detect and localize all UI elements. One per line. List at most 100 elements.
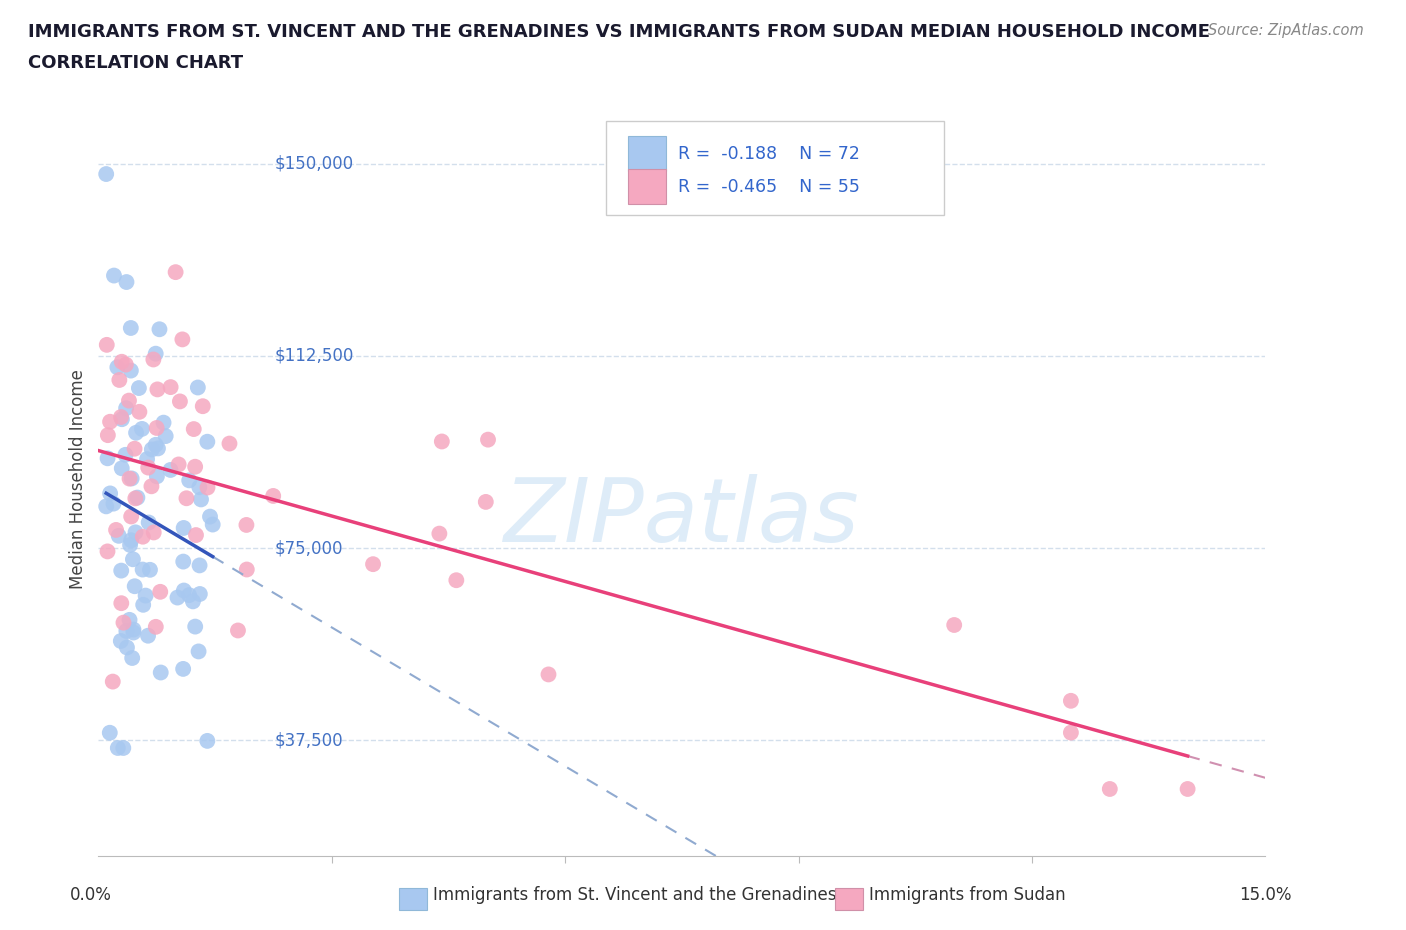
Point (112, 740, 135, 755)
Point (120, 509, 142, 524)
Text: Immigrants from St. Vincent and the Grenadines: Immigrants from St. Vincent and the Gren… (433, 885, 837, 904)
Point (187, 644, 209, 658)
Point (1177, 781, 1199, 796)
Point (105, 523, 128, 538)
Text: $150,000: $150,000 (274, 154, 354, 173)
Point (179, 473, 201, 488)
Text: 0.0%: 0.0% (70, 886, 111, 904)
Point (120, 533, 142, 548)
Point (145, 619, 167, 634)
Point (236, 562, 259, 577)
Point (139, 563, 162, 578)
Point (475, 495, 498, 510)
Point (96, 166, 118, 181)
Point (96, 451, 118, 466)
Point (114, 447, 136, 462)
Point (107, 740, 129, 755)
Point (132, 529, 155, 544)
Point (167, 457, 190, 472)
Text: Source: ZipAtlas.com: Source: ZipAtlas.com (1208, 23, 1364, 38)
Point (146, 382, 169, 397)
Point (110, 596, 132, 611)
Point (145, 420, 167, 435)
Point (184, 459, 207, 474)
Point (96, 338, 118, 352)
Point (127, 490, 149, 505)
Text: IMMIGRANTS FROM ST. VINCENT AND THE GRENADINES VS IMMIGRANTS FROM SUDAN MEDIAN H: IMMIGRANTS FROM ST. VINCENT AND THE GREN… (28, 23, 1211, 41)
Point (190, 492, 212, 507)
Point (176, 491, 198, 506)
Point (172, 661, 194, 676)
Point (136, 460, 159, 475)
Point (198, 509, 221, 524)
Point (124, 525, 146, 539)
Point (427, 526, 450, 541)
Point (105, 360, 128, 375)
Y-axis label: Median Household Income: Median Household Income (69, 369, 87, 589)
Point (149, 584, 172, 599)
Point (111, 412, 134, 427)
Point (115, 640, 138, 655)
Point (173, 583, 195, 598)
Point (118, 472, 141, 486)
Point (191, 399, 214, 414)
Point (235, 517, 257, 532)
Point (120, 321, 142, 336)
Point (166, 591, 188, 605)
Point (218, 436, 240, 451)
Point (149, 665, 172, 680)
Point (135, 588, 157, 603)
Point (159, 379, 181, 394)
Point (184, 527, 207, 542)
Point (446, 573, 468, 588)
Point (145, 437, 167, 452)
Point (131, 562, 153, 577)
Point (128, 405, 150, 419)
FancyBboxPatch shape (628, 136, 665, 171)
Point (118, 613, 141, 628)
Point (155, 429, 177, 444)
Point (122, 551, 145, 566)
Point (141, 479, 163, 494)
Point (103, 497, 125, 512)
Point (146, 441, 169, 456)
Point (115, 357, 138, 372)
Point (128, 380, 150, 395)
Point (98, 486, 121, 501)
Point (1060, 694, 1083, 709)
Point (136, 629, 159, 644)
Point (142, 525, 165, 540)
Point (108, 373, 131, 388)
Point (172, 554, 194, 569)
Point (195, 734, 218, 749)
Point (110, 409, 132, 424)
Point (98, 725, 121, 740)
Point (188, 587, 211, 602)
Point (262, 488, 284, 503)
Point (124, 491, 146, 506)
Point (537, 667, 560, 682)
Point (188, 558, 211, 573)
Point (195, 434, 218, 449)
Point (197, 480, 219, 495)
Point (148, 322, 170, 337)
Point (98, 414, 121, 429)
FancyBboxPatch shape (628, 169, 665, 205)
Point (146, 469, 169, 484)
Point (1098, 781, 1121, 796)
Point (120, 363, 142, 378)
Point (110, 633, 132, 648)
Point (96, 498, 118, 513)
Point (172, 332, 194, 347)
Point (165, 265, 187, 280)
Point (120, 538, 142, 552)
Point (188, 480, 211, 495)
Point (121, 651, 143, 666)
Point (124, 578, 146, 593)
Point (111, 461, 134, 476)
Text: ZIPatlas: ZIPatlas (505, 473, 859, 560)
Point (115, 623, 138, 638)
Point (159, 462, 181, 477)
Point (131, 421, 153, 436)
Point (169, 394, 191, 409)
